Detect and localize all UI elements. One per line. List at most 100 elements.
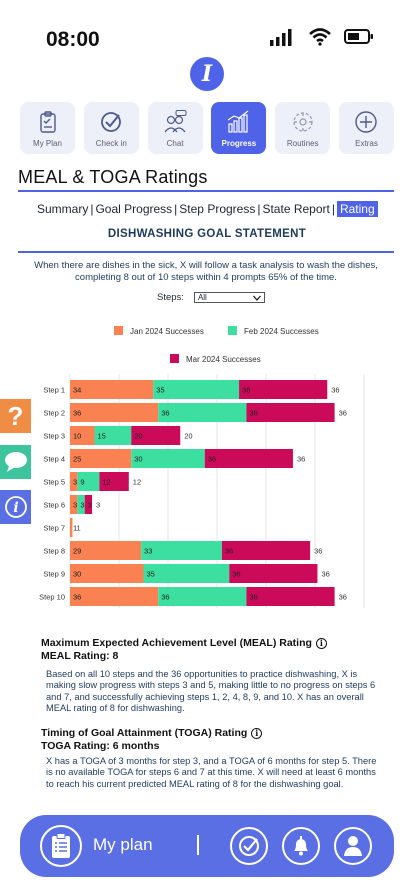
bar-chart-icon [227,110,249,133]
data-label: 36 [225,547,233,556]
end-label: 36 [331,386,339,395]
chevron-down-icon [252,295,261,301]
data-label: 36 [73,409,81,418]
bar-segment [141,541,222,560]
data-label: 36 [249,593,257,602]
bar-segment [158,403,247,422]
tab-goal-progress[interactable]: Goal Progress [95,202,173,216]
data-label: 25 [73,455,81,464]
meal-title-text: Maximum Expected Achievement Level (MEAL… [41,637,312,649]
steps-select[interactable]: All [193,292,265,303]
end-label: 36 [321,570,329,579]
signal-icon [270,29,292,46]
end-label: 36 [339,593,347,602]
data-label: 36 [249,409,257,418]
data-label: 35 [156,386,164,395]
toga-rating: TOGA Rating: 6 months [41,740,160,752]
svg-text:i: i [13,500,18,516]
x-tick-label: 100 [309,616,322,618]
end-label: 36 [297,455,305,464]
toga-body: X has a TOGA of 3 months for step 3, and… [46,756,377,789]
legend-swatch [170,354,179,363]
x-tick-label: 120 [358,616,371,618]
checkmark-icon [101,112,122,132]
info-button[interactable]: i [0,490,31,524]
nav-routines[interactable]: Routines [275,102,331,154]
end-label: 1 [76,524,80,533]
nav-progress[interactable]: Progress [211,102,267,154]
data-label: 3 [80,501,84,510]
x-tick-label: 80 [262,616,270,618]
toga-title-text: Timing of Goal Attainment (TOGA) Rating [41,727,248,739]
y-tick-label: Step 10 [39,593,65,602]
end-label: 3 [96,501,100,510]
notifications-button[interactable] [282,827,320,865]
plus-icon [355,111,378,133]
data-label: 30 [73,570,81,579]
bar-segment [204,449,293,468]
data-label: 10 [73,432,81,441]
check-button[interactable] [230,827,268,865]
end-label: 36 [339,409,347,418]
tab-summary[interactable]: Summary [37,202,89,216]
user-icon [344,836,362,856]
tab-state-report[interactable]: State Report [262,202,330,216]
bar-segment [70,518,73,537]
bar-segment [70,426,95,445]
nav-chat[interactable]: Chat [147,102,203,154]
bar-segment [70,403,159,422]
nav-my-plan[interactable]: My Plan [20,102,75,154]
y-tick-label: Step 3 [43,432,65,441]
nav-label: Progress [221,139,257,148]
x-tick-label: 0 [68,616,72,618]
end-label: 36 [314,547,322,556]
help-button[interactable]: ? [0,399,31,433]
tab-step-progress[interactable]: Step Progress [179,202,256,216]
status-icons [270,28,374,46]
y-tick-label: Step 5 [43,478,65,487]
bar-segment [84,495,93,514]
bar-segment [153,380,240,399]
nav-check-in[interactable]: Check in [83,102,139,154]
legend-label: Jan 2024 Successes [130,327,204,336]
profile-button[interactable] [334,827,372,865]
page-title: MEAL & TOGA Ratings [18,167,208,187]
data-label: 15 [98,432,106,441]
bar-segment [246,403,335,422]
data-label: 36 [232,570,240,579]
my-plan-button[interactable] [40,825,82,867]
nav-extras[interactable]: Extras [338,102,394,154]
data-label: 12 [102,478,110,487]
info-icon[interactable]: i [315,637,327,649]
chat-button[interactable] [0,445,31,479]
info-icon: i [4,496,27,518]
bar-segment [246,587,335,606]
data-label: 36 [242,386,250,395]
bar-segment [70,564,144,583]
info-icon[interactable]: i [251,727,263,739]
speech-bubble-icon [4,452,27,472]
clipboard-icon [39,111,56,133]
legend-swatch [114,326,123,335]
bar-segment [229,564,318,583]
toga-title: Timing of Goal Attainment (TOGA) Rating … [41,727,377,739]
bar-segment [94,426,132,445]
nav-label: Chat [166,139,184,148]
bar-segment [239,380,328,399]
goal-divider [18,251,394,253]
y-tick-label: Step 9 [43,570,65,579]
successes-chart: Jan 2024 Successes Feb 2024 Successes Mar … [39,326,371,618]
bar-segment [77,495,85,514]
bar-segment [143,564,230,583]
data-label: 20 [134,432,142,441]
title-divider [18,190,394,192]
nav-label: Routines [286,139,319,148]
bar-segment [70,380,154,399]
data-label: 3 [73,478,77,487]
bar-segment [158,587,247,606]
tab-rating[interactable]: Rating [336,201,378,217]
data-label: 35 [147,570,155,579]
my-plan-label[interactable]: My plan [93,835,153,854]
bar-segment [70,541,142,560]
checkmark-icon [239,836,259,856]
